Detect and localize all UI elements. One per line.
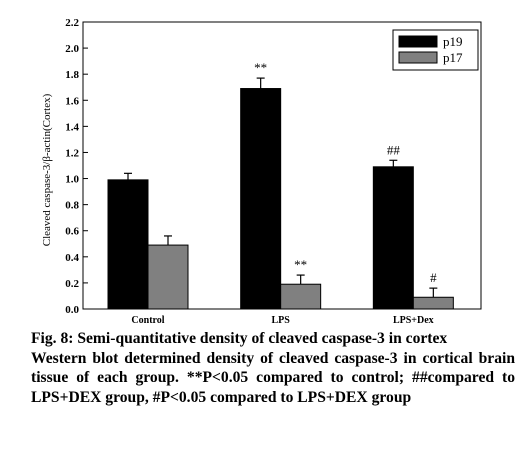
bar-p19 — [240, 88, 282, 310]
y-tick-label: 0.4 — [65, 252, 79, 264]
significance-label: ## — [387, 142, 401, 157]
y-tick-label: 0.2 — [65, 278, 79, 290]
bar-p17 — [147, 244, 189, 310]
x-category-label: LPS — [271, 315, 290, 325]
legend-swatch-p19 — [398, 35, 438, 48]
x-category-label: LPS+Dex — [393, 315, 434, 325]
y-tick-label: 1.4 — [65, 121, 79, 133]
bar-p19 — [372, 166, 414, 310]
y-tick-label: 1.8 — [65, 69, 79, 81]
bar-p17 — [280, 283, 322, 310]
significance-label: ** — [294, 257, 307, 272]
x-category-label: Control — [131, 315, 164, 325]
caption-title: Fig. 8: Semi-quantitative density of cle… — [31, 330, 448, 347]
caption-body: Western blot determined density of cleav… — [31, 349, 515, 406]
plot-area: 0.0 0.2 0.4 0.6 0.8 1.0 1.2 1.4 1.6 1.8 2.0 2.2 Cont… — [65, 17, 482, 325]
legend-label-p17: p17 — [443, 50, 463, 65]
y-tick-label: 2.0 — [65, 43, 79, 55]
legend-label-p19: p19 — [443, 34, 463, 49]
y-tick-label: 0.6 — [65, 226, 79, 238]
y-tick-label: 1.0 — [65, 174, 79, 186]
y-tick-label: 0.8 — [65, 200, 79, 212]
significance-label: ** — [254, 60, 267, 75]
y-tick-label: 1.6 — [65, 95, 79, 107]
bar-p17 — [412, 296, 454, 310]
figure-caption: Fig. 8: Semi-quantitative density of cle… — [31, 329, 515, 407]
significance-label: # — [430, 270, 437, 285]
y-tick-label: 2.2 — [65, 17, 79, 29]
bar-chart: 0.0 0.2 0.4 0.6 0.8 1.0 1.2 1.4 1.6 1.8 2.0 2.2 Cont… — [41, 17, 482, 325]
y-tick-label: 0.0 — [65, 304, 79, 316]
y-tick-label: 1.2 — [65, 147, 79, 159]
legend-swatch-p17 — [398, 51, 438, 64]
bar-p19 — [107, 179, 149, 310]
y-axis-label: Cleaved caspase-3/β-actin(Cortex) — [41, 93, 53, 246]
